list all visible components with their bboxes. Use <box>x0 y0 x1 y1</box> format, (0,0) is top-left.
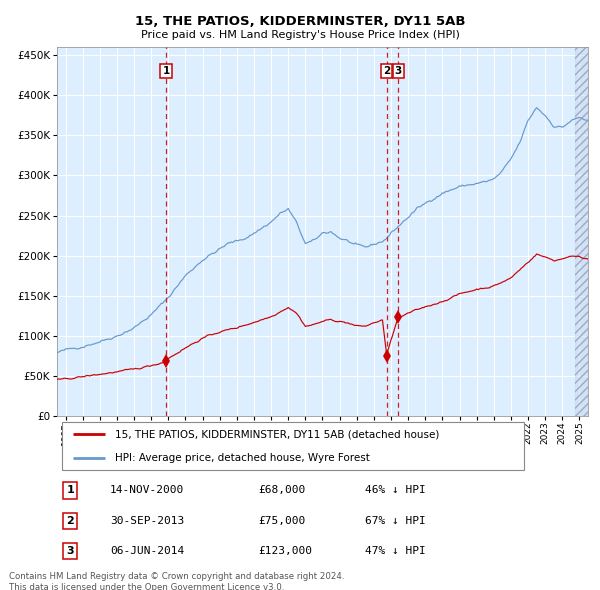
Text: 1: 1 <box>163 66 170 76</box>
Bar <box>575 47 588 416</box>
Text: 15, THE PATIOS, KIDDERMINSTER, DY11 5AB: 15, THE PATIOS, KIDDERMINSTER, DY11 5AB <box>135 15 465 28</box>
Text: 3: 3 <box>67 546 74 556</box>
Text: 2: 2 <box>67 516 74 526</box>
Text: £123,000: £123,000 <box>259 546 313 556</box>
Text: 67% ↓ HPI: 67% ↓ HPI <box>365 516 426 526</box>
Text: 14-NOV-2000: 14-NOV-2000 <box>110 486 184 496</box>
Text: 2: 2 <box>383 66 391 76</box>
Text: 3: 3 <box>395 66 402 76</box>
Bar <box>575 47 588 416</box>
Text: 47% ↓ HPI: 47% ↓ HPI <box>365 546 426 556</box>
Text: HPI: Average price, detached house, Wyre Forest: HPI: Average price, detached house, Wyre… <box>115 453 370 463</box>
Text: 06-JUN-2014: 06-JUN-2014 <box>110 546 184 556</box>
Text: 15, THE PATIOS, KIDDERMINSTER, DY11 5AB (detached house): 15, THE PATIOS, KIDDERMINSTER, DY11 5AB … <box>115 429 440 439</box>
Text: £68,000: £68,000 <box>259 486 306 496</box>
Text: 46% ↓ HPI: 46% ↓ HPI <box>365 486 426 496</box>
Text: This data is licensed under the Open Government Licence v3.0.: This data is licensed under the Open Gov… <box>9 583 284 590</box>
Text: Price paid vs. HM Land Registry's House Price Index (HPI): Price paid vs. HM Land Registry's House … <box>140 30 460 40</box>
Text: 1: 1 <box>67 486 74 496</box>
FancyBboxPatch shape <box>62 422 524 470</box>
Text: Contains HM Land Registry data © Crown copyright and database right 2024.: Contains HM Land Registry data © Crown c… <box>9 572 344 581</box>
Text: 30-SEP-2013: 30-SEP-2013 <box>110 516 184 526</box>
Text: £75,000: £75,000 <box>259 516 306 526</box>
